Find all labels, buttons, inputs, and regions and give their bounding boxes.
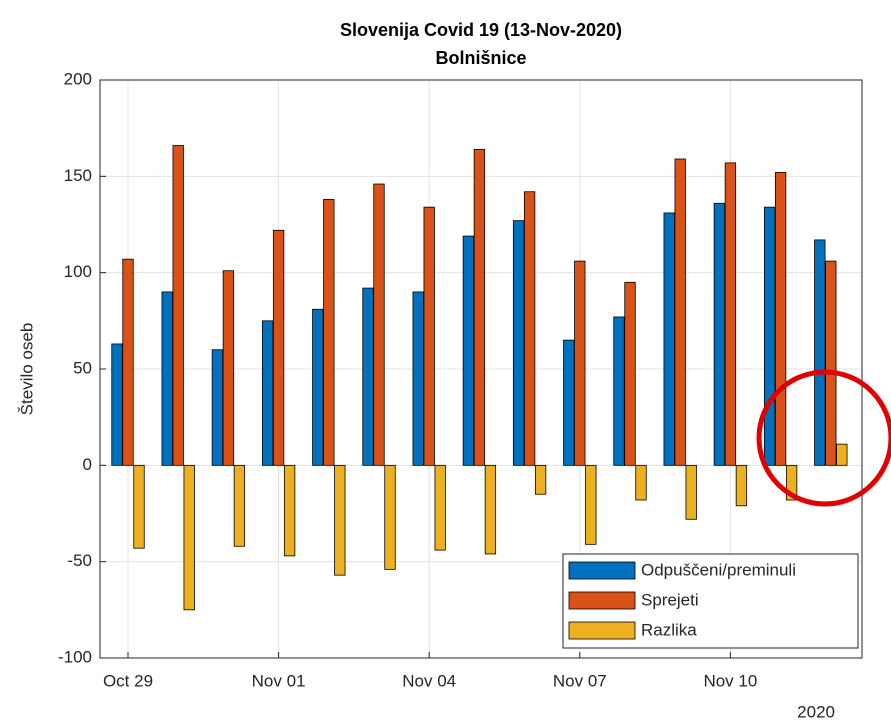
- bar: [362, 287, 374, 466]
- bar: [624, 281, 636, 466]
- legend-label: Sprejeti: [641, 590, 699, 609]
- bar: [534, 464, 547, 495]
- bar: [763, 206, 776, 466]
- bar: [462, 235, 475, 466]
- y-tick-label: -50: [67, 551, 92, 570]
- legend-label: Razlika: [641, 620, 697, 639]
- x-tick-label: Oct 29: [103, 671, 153, 690]
- bar: [161, 291, 173, 466]
- bar: [825, 260, 837, 466]
- x-tick-label: Nov 04: [402, 671, 456, 690]
- bar: [585, 464, 597, 545]
- bar: [724, 162, 737, 466]
- bar: [384, 464, 396, 570]
- bar: [563, 339, 575, 466]
- bar: [312, 308, 324, 466]
- bar: [713, 202, 726, 466]
- bar: [373, 183, 385, 466]
- legend-label: Odpuščeni/preminuli: [641, 560, 796, 579]
- y-tick-label: 200: [64, 69, 92, 88]
- chart-title: Slovenija Covid 19 (13-Nov-2020): [340, 20, 622, 40]
- bar: [574, 260, 586, 466]
- legend-swatch: [568, 591, 636, 610]
- bar: [523, 191, 536, 466]
- x-tick-label: Nov 07: [553, 671, 607, 690]
- axes-box: [99, 79, 863, 659]
- highlight-circle: [756, 369, 891, 507]
- legend-swatch: [568, 561, 636, 580]
- bar: [735, 464, 748, 507]
- chart-subtitle: Bolnišnice: [435, 48, 526, 68]
- bar: [473, 148, 486, 466]
- bar: [261, 320, 274, 466]
- bar: [283, 464, 296, 557]
- bar: [484, 464, 497, 555]
- y-tick-label: 150: [64, 166, 92, 185]
- y-tick-label: 0: [83, 455, 92, 474]
- bar: [434, 464, 446, 551]
- bar: [685, 464, 697, 520]
- bar: [133, 464, 145, 549]
- bar: [412, 291, 424, 466]
- x-tick-label: Nov 01: [252, 671, 306, 690]
- y-tick-label: 50: [73, 358, 92, 377]
- x-tick-label: Nov 10: [703, 671, 757, 690]
- legend-swatch: [568, 621, 636, 640]
- bar: [172, 145, 184, 466]
- bar: [814, 239, 826, 466]
- bar: [674, 158, 686, 466]
- bar: [222, 270, 235, 466]
- bar: [774, 172, 787, 466]
- plot-area: -100 -50 0 50 100 150 200 Oct 29 Nov 01 Nov 04 Nov…: [58, 69, 863, 690]
- bar: [613, 316, 625, 466]
- bar: [836, 443, 848, 466]
- y-tick-label: 100: [64, 262, 92, 281]
- bar: [211, 349, 224, 466]
- x-secondary-label: 2020: [797, 702, 835, 721]
- bar: [323, 199, 335, 466]
- bar: [635, 464, 647, 501]
- bar: [512, 220, 525, 466]
- y-tick-label: -100: [58, 647, 92, 666]
- bar: [122, 258, 134, 466]
- bar: [233, 464, 246, 547]
- bar: [272, 229, 285, 466]
- bar: [785, 464, 798, 501]
- legend: Odpuščeni/preminuli Sprejeti Razlika: [562, 553, 859, 649]
- bar: [111, 343, 123, 466]
- bar: [334, 464, 346, 576]
- bar: [663, 212, 675, 466]
- bar: [423, 206, 435, 466]
- bar: [183, 464, 195, 611]
- y-axis-label: Število oseb: [17, 323, 36, 416]
